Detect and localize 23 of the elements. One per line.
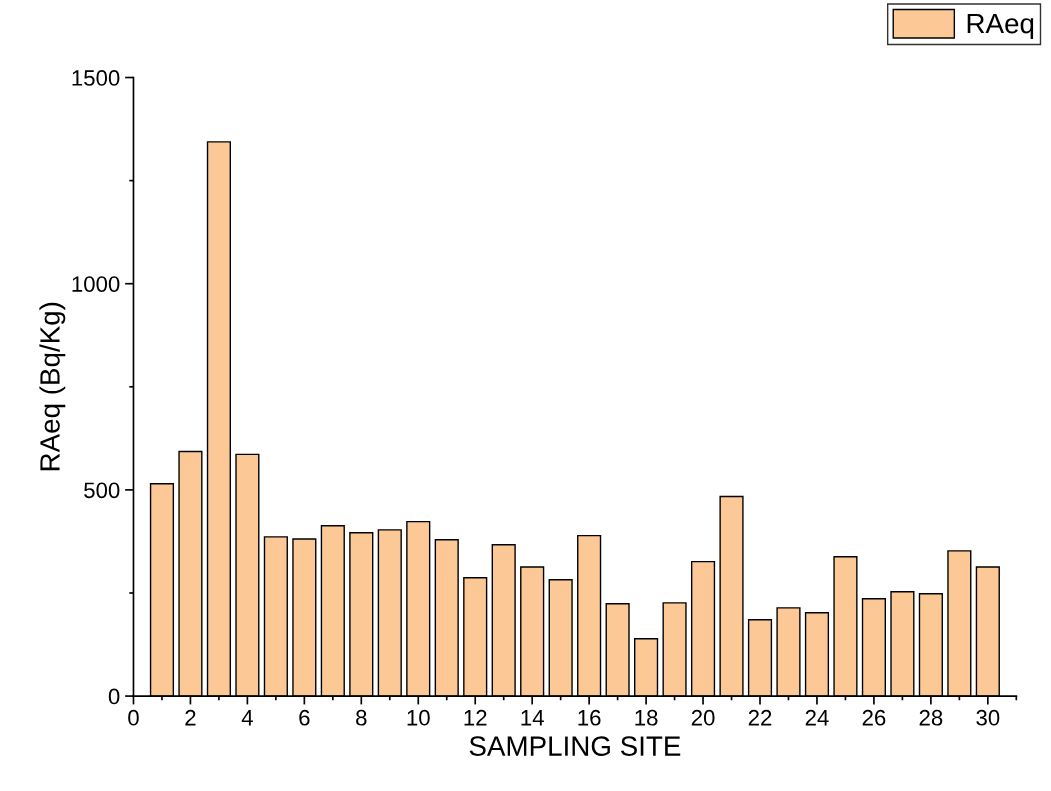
- x-tick-label: 14: [521, 710, 544, 726]
- x-tick-label: 12: [464, 709, 487, 726]
- x-tick-label: 22: [748, 709, 772, 726]
- x-tick-label: 26: [862, 709, 886, 726]
- y-tick-label: 500: [84, 482, 120, 499]
- x-tick-label: 6: [299, 709, 310, 726]
- y-tick-label: 1500: [72, 70, 120, 86]
- x-tick-label: 30: [976, 709, 1000, 726]
- x-axis-title: SAMPLING SITE: [469, 736, 681, 756]
- x-tick-label: 2: [185, 709, 196, 726]
- x-tick-label: 16: [578, 709, 601, 726]
- x-tick-label: 28: [919, 709, 943, 726]
- y-tick-label: 0: [108, 688, 120, 705]
- x-tick-label: 0: [128, 709, 139, 726]
- y-axis-title: RAeq (Bq/Kg): [39, 302, 66, 471]
- x-tick-label: 24: [805, 709, 829, 726]
- x-tick-label: 18: [635, 709, 658, 726]
- x-tick-label: 8: [356, 709, 367, 726]
- x-tick-label: 20: [691, 709, 715, 726]
- legend-label: RAeq: [967, 14, 1034, 39]
- y-tick-label: 1000: [72, 276, 120, 292]
- x-tick-label: 4: [241, 710, 253, 726]
- x-tick-label: 10: [407, 709, 430, 726]
